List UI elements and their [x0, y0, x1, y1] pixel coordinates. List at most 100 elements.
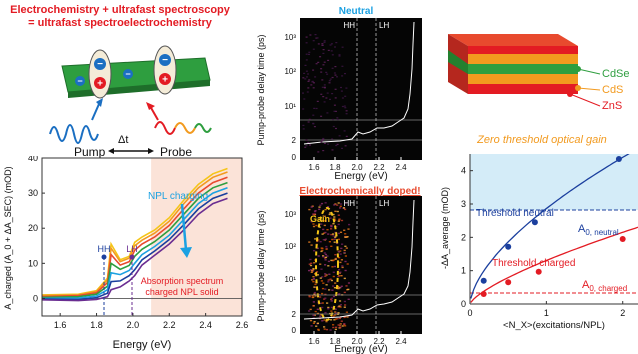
x-tick-label: 1.6 — [308, 337, 320, 346]
a0-neutral-label: A0, neutral — [578, 223, 619, 237]
pump-probe-scheme: − + − + − − Pump Probe Δt — [49, 45, 212, 159]
map-signal-texture — [302, 34, 348, 153]
y-tick-label: 10³ — [284, 33, 296, 42]
y-tick-label: 2 — [461, 232, 466, 242]
pump-pulse-icon — [49, 98, 103, 144]
figure-title: Electrochemistry + ultrafast spectroscop… — [4, 4, 236, 30]
heterostructure-diagram: CdSe CdS ZnS — [448, 34, 630, 112]
electron-icon: − — [123, 69, 133, 79]
x-tick-label: 2.4 — [395, 337, 407, 346]
stack-side — [468, 46, 578, 94]
x-tick-label: 2.2 — [373, 163, 385, 172]
delay-double-arrow-icon — [108, 148, 154, 154]
spectrum-series-2 — [42, 171, 228, 297]
x-tick-label: 2.4 — [395, 163, 407, 172]
absorption-annotation-2: charged NPL solid — [145, 287, 218, 297]
y-tick-label: 2 — [292, 136, 297, 145]
charging-arrow-icon — [180, 203, 192, 258]
zns-label: ZnS — [602, 100, 622, 112]
probe-pulse-icon — [146, 102, 212, 135]
y-tick-label: 30 — [28, 188, 38, 198]
plot-frame — [41, 157, 243, 317]
y-tick-label: 4 — [461, 166, 466, 176]
y-tick-label: 0 — [461, 299, 466, 309]
x-axis-label: Energy (eV) — [334, 171, 387, 182]
lh-label: LH — [126, 244, 138, 254]
charge-ellipse-right — [153, 45, 177, 95]
y-tick-label: 0 — [292, 153, 297, 162]
y-axis-label: Pump-probe delay time (ps) — [256, 210, 266, 321]
x-tick-label: 1 — [544, 308, 549, 318]
y-axis-label: Pump-probe delay time (ps) — [256, 34, 266, 145]
x-tick-label: 1.6 — [308, 163, 320, 172]
y-tick-label: 1 — [461, 266, 466, 276]
spectrum-series-4 — [42, 181, 228, 299]
cds-label: CdS — [602, 84, 623, 96]
spectrum-series-5 — [42, 187, 228, 300]
spectra-chart: 1.6 1.8 2.0 2.2 2.4 2.6 0 10 20 30 40 Energy (eV)… — [3, 156, 249, 351]
x-tick-label: 1.8 — [90, 320, 103, 330]
fit-curve-charged — [470, 226, 638, 303]
hh-label: HH — [343, 199, 355, 208]
x-tick-label: 0 — [467, 308, 472, 318]
cdse-label: CdSe — [602, 68, 630, 80]
data-point — [505, 279, 512, 286]
data-point — [480, 291, 487, 297]
absorption-annotation-1: Absorption spectrum — [141, 276, 224, 286]
spectrum-series-3 — [42, 176, 228, 298]
hh-dot — [101, 254, 107, 260]
spectrum-series-7 — [42, 197, 228, 302]
svg-text:−: − — [125, 69, 130, 79]
gain-label: Gain — [310, 214, 330, 224]
x-tick-label: 2.2 — [163, 320, 176, 330]
charge-ellipse-left — [88, 49, 112, 99]
hole-icon: + — [159, 73, 171, 86]
electron-icon: − — [75, 76, 85, 86]
y-tick-label: 20 — [28, 223, 38, 233]
y-tick-label: 40 — [28, 156, 38, 163]
fit-curve-neutral — [470, 154, 630, 299]
lh-label: LH — [379, 21, 389, 30]
neutral-delay-map: HH LH 1.6 1.8 2.0 2.2 2.4 10³ 10² 10¹ 2 0 Energy… — [256, 18, 422, 182]
pump-label: Pump — [74, 145, 106, 159]
doped-panel-title: Electrochemically doped! — [299, 186, 421, 197]
x-axis-label: Energy (eV) — [113, 339, 172, 351]
x-axis-label: <N_X>(excitations/NPL) — [503, 320, 605, 331]
charging-annotation: NPL charging — [148, 191, 208, 202]
y-tick-label: 2 — [292, 310, 297, 319]
hole-icon: + — [94, 77, 106, 90]
y-axis-label: A_charged (A_0 + ΔA_SEC) (mOD) — [3, 166, 13, 309]
lh-label: LH — [379, 199, 389, 208]
y-tick-label: 10¹ — [284, 102, 296, 111]
x-tick-label: 1.6 — [54, 320, 67, 330]
hh-label: HH — [343, 21, 355, 30]
y-tick-label: 0 — [33, 293, 38, 303]
title-line-2: = ultrafast spectroelectrochemistry — [28, 17, 212, 29]
y-tick-label: 10 — [28, 258, 38, 268]
y-axis-label: -ΔA_average (mOD) — [440, 187, 450, 269]
data-point — [505, 243, 512, 250]
x-tick-label: 2.4 — [199, 320, 212, 330]
title-line-1: Electrochemistry + ultrafast spectroscop… — [10, 4, 230, 16]
x-tick-label: 1.8 — [329, 337, 341, 346]
spectrum-series-6 — [42, 192, 228, 301]
y-tick-label: 0 — [292, 326, 297, 335]
linear-absorption-overlay — [303, 21, 415, 145]
x-tick-label: 2.6 — [236, 320, 249, 330]
svg-text:−: − — [162, 55, 168, 66]
gain-region-shading — [470, 154, 638, 210]
y-tick-label: 10² — [284, 242, 296, 251]
gain-panel-title: Zero threshold optical gain — [477, 134, 607, 146]
gain-outline — [315, 207, 339, 321]
map-background — [300, 18, 422, 160]
svg-text:−: − — [97, 59, 103, 70]
probe-label: Probe — [160, 145, 192, 159]
a0-charged-label: A0, charged — [582, 279, 627, 293]
y-tick-label: 10³ — [284, 210, 296, 219]
gain-chart: 0 1 2 0 1 2 3 4 Threshold neutral Threshold ch… — [440, 154, 638, 331]
y-tick-label: 10² — [284, 67, 296, 76]
data-point — [480, 277, 487, 284]
lh-dot — [129, 254, 135, 260]
neutral-panel-title: Neutral — [338, 6, 374, 17]
x-tick-label: 2.2 — [373, 337, 385, 346]
